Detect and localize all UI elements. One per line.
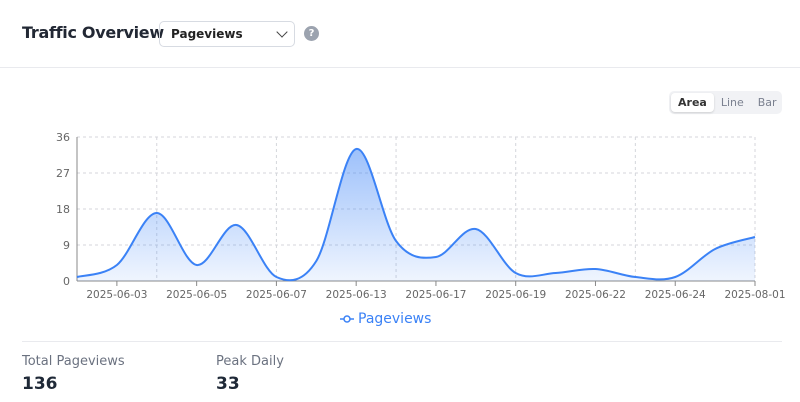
stat-value: 33 bbox=[216, 374, 240, 394]
x-tick-label: 2025-06-05 bbox=[166, 289, 227, 301]
chart-type-toggle: Area Line Bar bbox=[669, 91, 782, 114]
x-tick-label: 2025-06-24 bbox=[645, 289, 706, 301]
traffic-chart: 0 9 18 27 36 2025-06-03 2025-06-05 2025-06-07 20… bbox=[56, 131, 786, 301]
y-tick-label: 9 bbox=[63, 239, 70, 252]
y-tick-label: 18 bbox=[56, 203, 70, 216]
toggle-bar[interactable]: Bar bbox=[757, 96, 777, 109]
chart-legend[interactable]: Pageviews bbox=[340, 311, 431, 327]
x-tick-label: 2025-06-07 bbox=[246, 289, 307, 301]
metric-select-value: Pageviews bbox=[171, 27, 243, 41]
y-tick-label: 27 bbox=[56, 167, 70, 180]
metric-select[interactable]: Pageviews bbox=[159, 21, 295, 47]
x-tick-label: 2025-06-22 bbox=[565, 289, 626, 301]
help-icon[interactable]: ? bbox=[304, 26, 319, 41]
page-title: Traffic Overview bbox=[22, 23, 164, 42]
legend-line-icon bbox=[340, 315, 354, 323]
x-tick-label: 2025-06-13 bbox=[326, 289, 387, 301]
series-line bbox=[76, 148, 756, 282]
y-tick-label: 0 bbox=[63, 275, 70, 288]
toggle-area[interactable]: Area bbox=[671, 93, 714, 112]
series-area bbox=[77, 148, 755, 281]
y-tick-label: 36 bbox=[56, 131, 70, 144]
divider bbox=[22, 341, 782, 342]
x-tick-label: 2025-06-19 bbox=[485, 289, 546, 301]
stat-value: 136 bbox=[22, 374, 58, 394]
stat-peak-daily: Peak Daily 33 bbox=[216, 354, 284, 394]
toggle-line[interactable]: Line bbox=[720, 96, 744, 109]
x-tick-label: 2025-06-17 bbox=[405, 289, 466, 301]
stat-label: Peak Daily bbox=[216, 354, 284, 369]
x-tick-label: 2025-06-03 bbox=[86, 289, 147, 301]
stat-total-pageviews: Total Pageviews 136 bbox=[22, 354, 125, 394]
stat-label: Total Pageviews bbox=[22, 354, 125, 369]
header: Traffic Overview Pageviews ? bbox=[0, 0, 800, 68]
legend-label: Pageviews bbox=[358, 311, 432, 327]
x-tick-label: 2025-08-01 bbox=[724, 289, 785, 301]
